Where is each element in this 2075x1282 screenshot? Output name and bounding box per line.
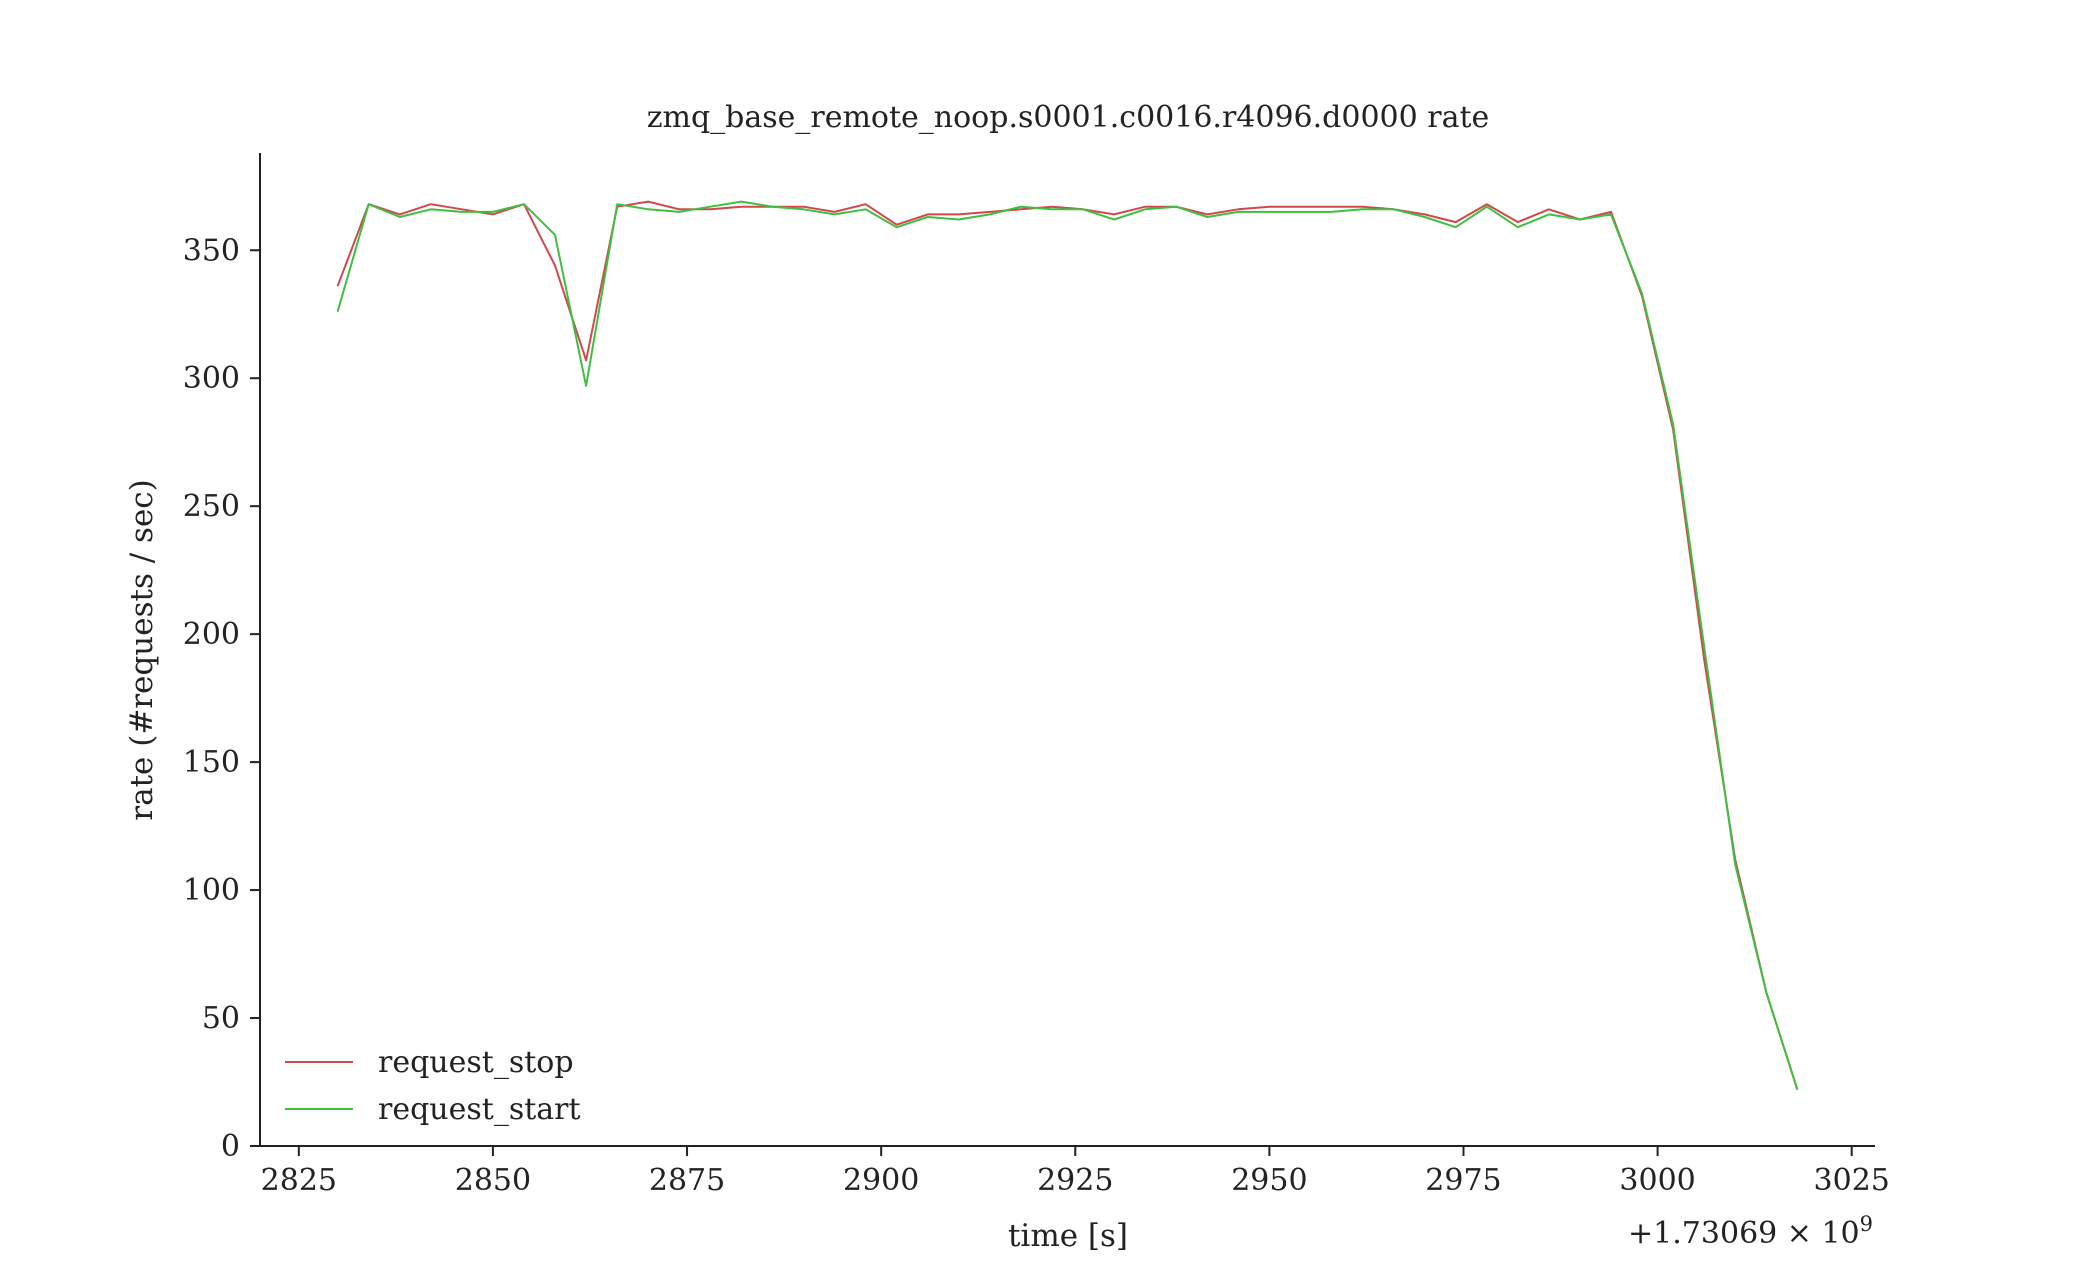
- x-offset-label: +1.73069 × 109: [1628, 1212, 1873, 1251]
- x-tick-label: 2975: [1425, 1163, 1501, 1198]
- x-tick-label: 2875: [649, 1163, 725, 1198]
- y-tick-label: 250: [183, 489, 240, 524]
- series-line-request-start: [336, 200, 1799, 1091]
- x-tick-label: 2950: [1231, 1163, 1307, 1198]
- y-tick-label: 100: [183, 873, 240, 908]
- y-ticks: 0 50 100 150 200 250 300 350: [183, 233, 260, 1164]
- x-tick-label: 2825: [261, 1163, 337, 1198]
- x-tick-label: 3025: [1814, 1163, 1890, 1198]
- x-offset-text: +1.73069 × 10: [1628, 1216, 1860, 1251]
- legend-label-request-stop: request_stop: [378, 1045, 574, 1080]
- y-axis-label: rate (#requests / sec): [124, 479, 160, 820]
- x-offset-exponent: 9: [1860, 1212, 1873, 1236]
- y-tick-label: 350: [183, 233, 240, 268]
- y-tick-label: 150: [183, 745, 240, 780]
- y-tick-label: 50: [202, 1001, 240, 1036]
- chart-title: zmq_base_remote_noop.s0001.c0016.r4096.d…: [647, 100, 1490, 135]
- x-tick-label: 2925: [1037, 1163, 1113, 1198]
- x-axis-label: time [s]: [1008, 1218, 1128, 1254]
- x-tick-label: 2900: [843, 1163, 919, 1198]
- x-ticks: 2825 2850 2875 2900 2925 2950 2975 3000 3025: [261, 1146, 1890, 1198]
- y-tick-label: 0: [221, 1129, 240, 1164]
- x-tick-label: 3000: [1619, 1163, 1695, 1198]
- legend-label-request-start: request_start: [378, 1092, 581, 1127]
- legend: request_stop request_start: [285, 1045, 581, 1127]
- y-tick-label: 300: [183, 361, 240, 396]
- y-tick-label: 200: [183, 617, 240, 652]
- x-tick-label: 2850: [455, 1163, 531, 1198]
- series-layer: [336, 200, 1799, 1091]
- series-line-request-stop: [336, 200, 1799, 1091]
